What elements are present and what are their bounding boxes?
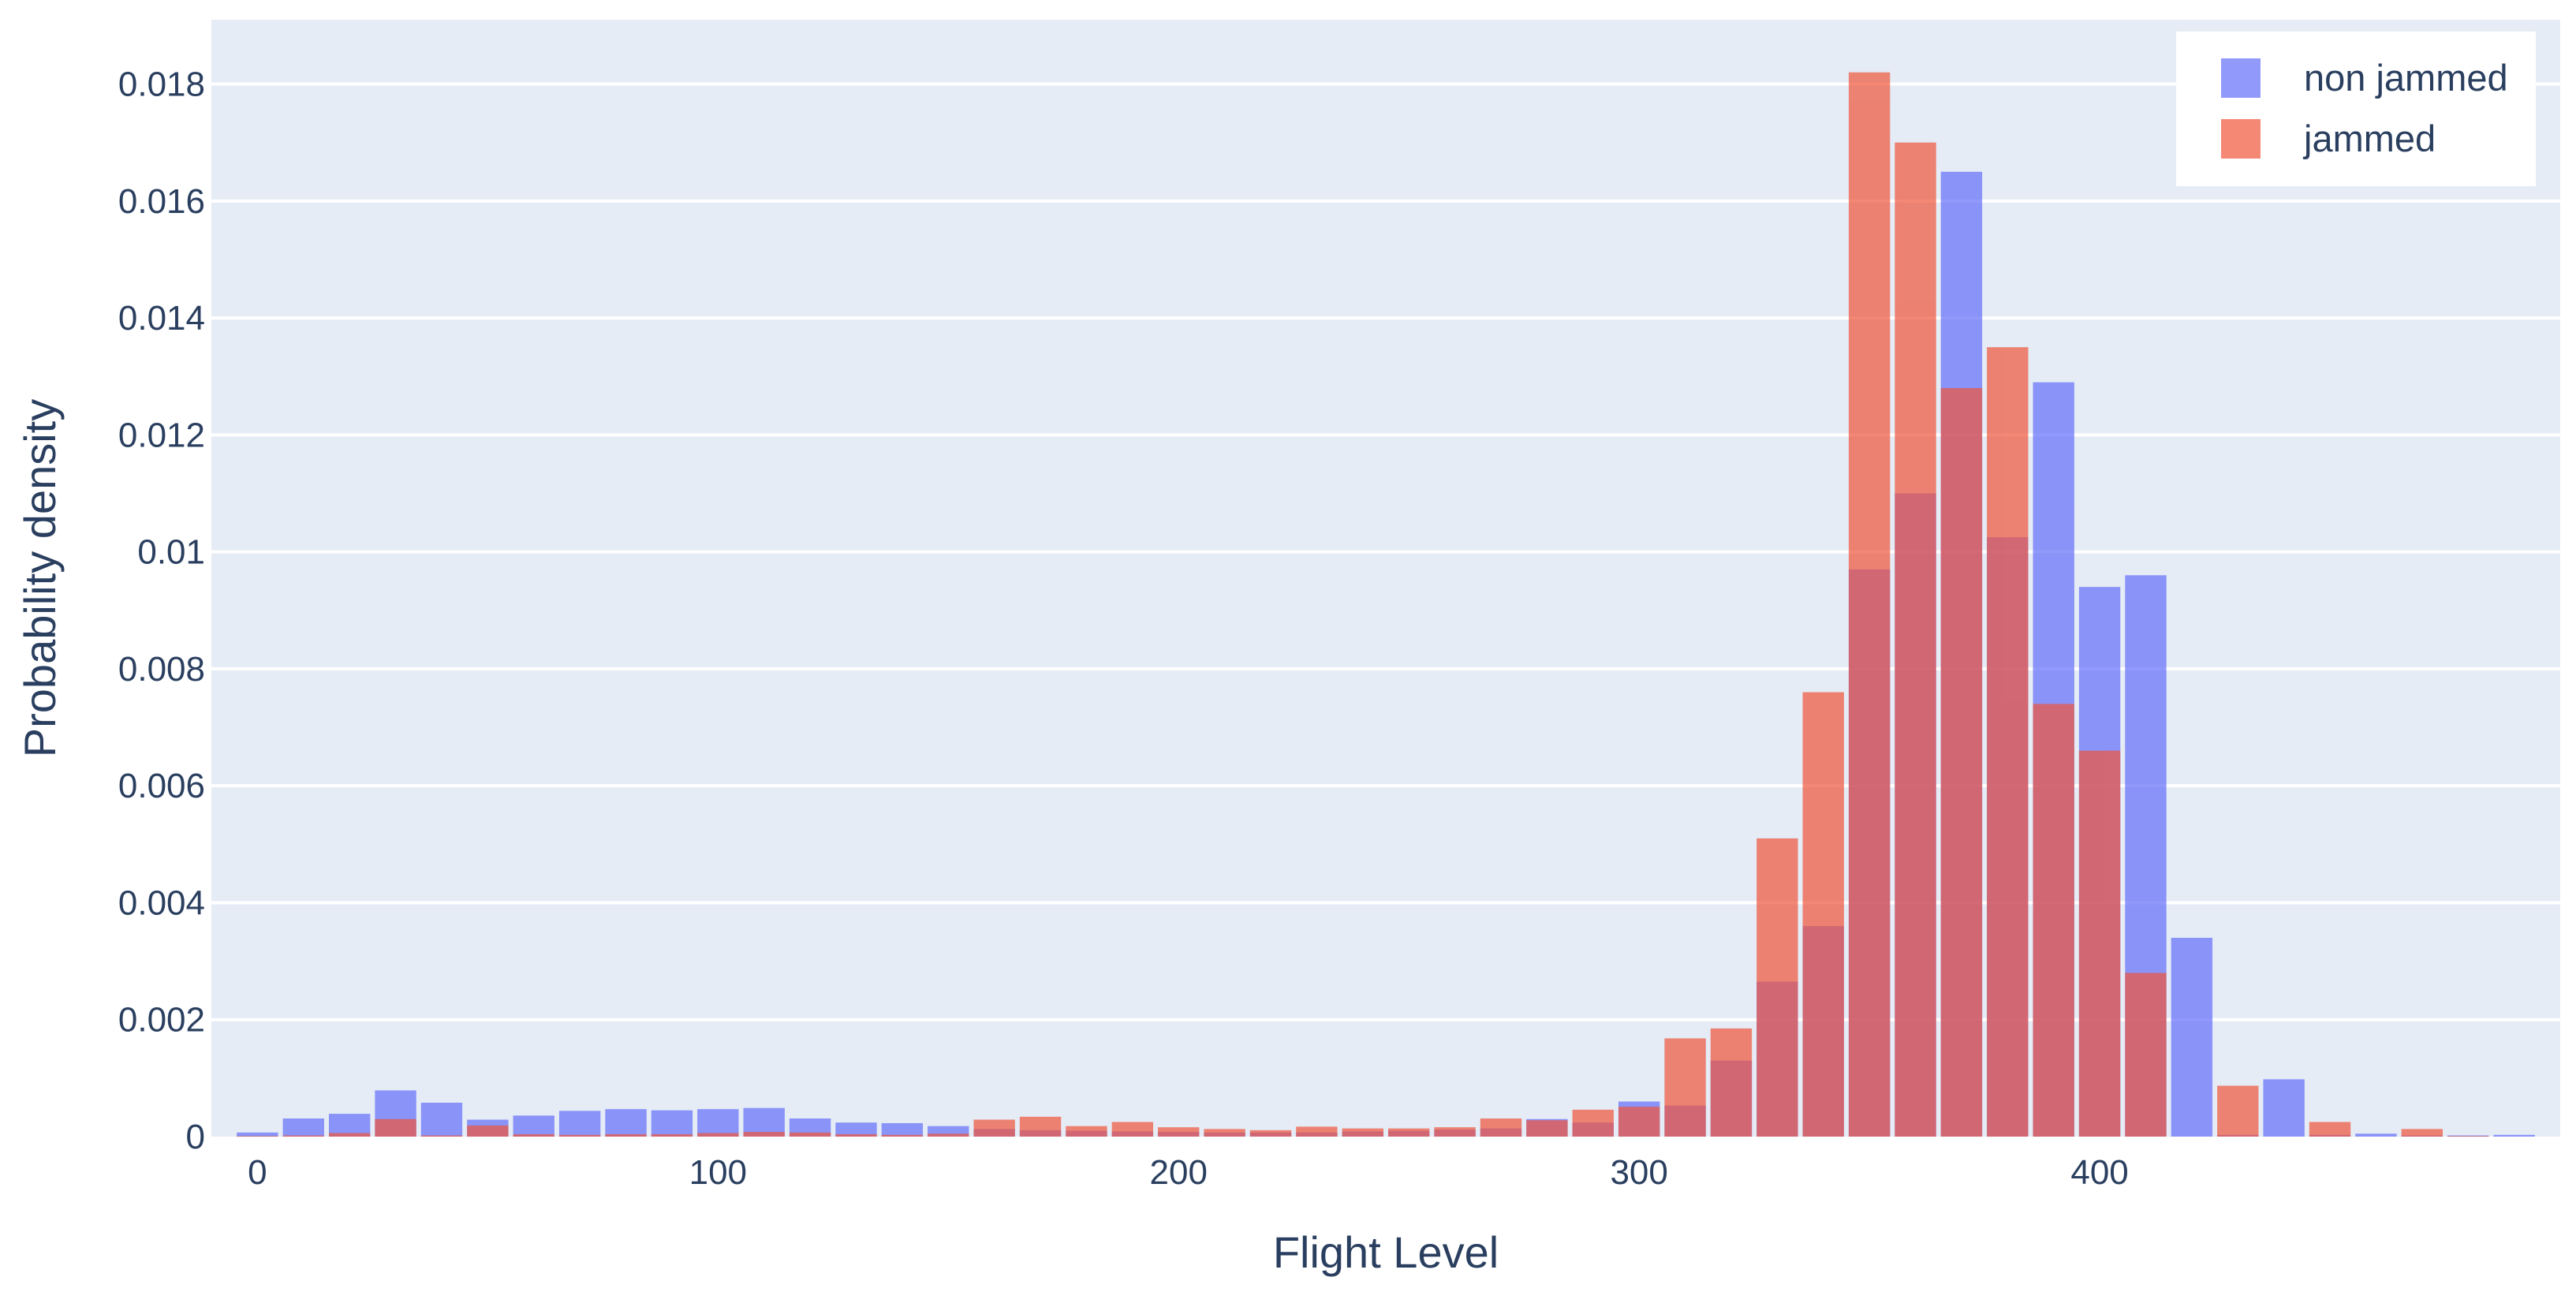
bar (1526, 1120, 1568, 1137)
bar (881, 1134, 924, 1137)
x-tick-label: 400 (2070, 1153, 2128, 1192)
series-jammed (237, 72, 2489, 1137)
x-tick-label: 200 (1150, 1153, 1208, 1192)
bar (605, 1109, 647, 1137)
y-tick-label: 0.014 (118, 299, 205, 338)
y-axis-title: Probability density (15, 399, 65, 757)
y-tick-label: 0.002 (118, 1001, 205, 1040)
bar (513, 1134, 554, 1137)
bar (1940, 388, 1983, 1137)
gridlines (211, 82, 2560, 1021)
bar (743, 1107, 785, 1137)
bar (2309, 1122, 2351, 1137)
x-tick-label: 100 (689, 1153, 747, 1192)
bar (2125, 973, 2167, 1137)
bar (1204, 1129, 1245, 1137)
bar (1019, 1116, 1062, 1137)
bar (881, 1122, 924, 1137)
bar (282, 1118, 324, 1137)
y-tick-label: 0.018 (118, 65, 205, 104)
bar (697, 1109, 739, 1137)
bar (1434, 1127, 1476, 1137)
bar (2033, 704, 2074, 1137)
bar (1987, 347, 2029, 1137)
legend-swatch (2221, 119, 2261, 159)
x-tick-label: 300 (1610, 1153, 1667, 1192)
y-tick-label: 0 (186, 1118, 205, 1156)
bar (558, 1111, 601, 1137)
bar (1388, 1128, 1430, 1137)
bar (282, 1135, 324, 1137)
legend: non jammed jammed (2176, 32, 2536, 186)
bar (697, 1133, 739, 1137)
bar (2447, 1136, 2489, 1137)
legend-swatch (2221, 58, 2261, 98)
x-tick-label: 0 (248, 1153, 267, 1192)
y-tick-label: 0.006 (118, 767, 205, 805)
bar (420, 1103, 463, 1137)
bar (2078, 750, 2121, 1137)
bar (1158, 1127, 1200, 1137)
legend-box (2176, 32, 2536, 186)
y-tick-label: 0.004 (118, 883, 205, 922)
bar (789, 1132, 831, 1137)
bar (1111, 1122, 1154, 1137)
bar (1066, 1126, 1107, 1137)
bar (2401, 1129, 2443, 1137)
bar (1895, 142, 1936, 1137)
bar (375, 1118, 416, 1137)
bar (1296, 1126, 1338, 1137)
bar (1618, 1107, 1660, 1137)
bar (237, 1132, 278, 1137)
bar (2493, 1134, 2535, 1137)
bar (467, 1125, 509, 1137)
bar (651, 1110, 693, 1137)
bar (1480, 1118, 1522, 1137)
bar (328, 1114, 371, 1137)
bar (328, 1133, 371, 1137)
bar (1342, 1128, 1383, 1137)
y-axis-ticks: 0 0.002 0.004 0.006 0.008 0.01 0.012 0.014 0.016… (118, 65, 205, 1156)
bars (237, 72, 2535, 1137)
x-axis-ticks: 0 100 200 300 400 (248, 1153, 2129, 1192)
legend-label: non jammed (2304, 57, 2508, 99)
bar (513, 1115, 554, 1137)
bar (1710, 1028, 1753, 1137)
bar (2355, 1133, 2397, 1137)
bar (1757, 838, 1798, 1137)
legend-label: jammed (2302, 118, 2436, 159)
bar (1848, 72, 1891, 1137)
bar (1572, 1109, 1614, 1137)
bar (420, 1135, 463, 1137)
bar (2217, 1085, 2259, 1137)
x-axis-title: Flight Level (1273, 1227, 1499, 1277)
bar (558, 1134, 601, 1137)
bar (651, 1134, 693, 1137)
bar (237, 1136, 278, 1137)
bar (2171, 937, 2213, 1137)
bar (1249, 1130, 1292, 1137)
bar (1664, 1038, 1706, 1137)
y-tick-label: 0.012 (118, 416, 205, 454)
bar (789, 1118, 831, 1137)
y-tick-label: 0.01 (137, 533, 205, 572)
bar (743, 1132, 785, 1137)
bar (835, 1134, 877, 1137)
bar (835, 1122, 877, 1137)
bar (973, 1119, 1015, 1137)
bar (2263, 1079, 2305, 1137)
bar (605, 1134, 647, 1137)
bar (1802, 692, 1844, 1137)
plot-area (211, 20, 2560, 1137)
y-tick-label: 0.008 (118, 650, 205, 689)
y-tick-label: 0.016 (118, 182, 205, 221)
bar (928, 1133, 969, 1137)
